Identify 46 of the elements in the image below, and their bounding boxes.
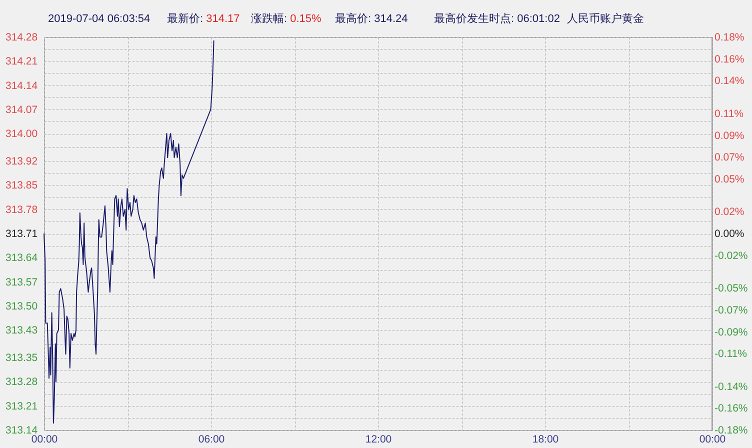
y2-tick-label: 0.00% xyxy=(714,228,744,240)
y2-tick-label: -0.14% xyxy=(714,380,748,393)
y2-tick-label: 0.05% xyxy=(714,173,744,186)
y2-tick-label: 0.09% xyxy=(714,130,744,142)
x-tick-label: 12:00 xyxy=(365,434,392,446)
y-tick-label: 313.50 xyxy=(6,300,38,312)
x-tick-label: 00:00 xyxy=(699,434,726,446)
y-tick-label: 313.21 xyxy=(6,400,38,412)
y-tick-label: 313.92 xyxy=(6,156,38,168)
x-tick-label: 18:00 xyxy=(532,434,559,446)
y2-tick-label: -0.11% xyxy=(714,348,747,360)
line-series xyxy=(44,40,214,424)
y2-tick-label: -0.07% xyxy=(714,304,748,316)
y2-tick-label: -0.05% xyxy=(714,282,748,295)
y-tick-label: 313.35 xyxy=(6,352,38,364)
y2-tick-label: 0.18% xyxy=(714,32,744,44)
y-tick-label: 313.57 xyxy=(6,276,38,288)
y2-tick-label: 0.16% xyxy=(714,53,744,66)
y-tick-label: 314.00 xyxy=(6,128,38,140)
text: 2019-07-04 06:03:54 xyxy=(48,13,150,25)
y-tick-label: 314.28 xyxy=(6,32,38,44)
y2-tick-label: -0.18% xyxy=(714,424,748,436)
y2-tick-label: 0.07% xyxy=(714,152,744,164)
x-tick-label: 00:00 xyxy=(31,434,58,446)
y-tick-label: 313.14 xyxy=(6,424,38,436)
y2-tick-label: -0.16% xyxy=(714,402,748,415)
y-tick-label: 314.07 xyxy=(6,104,38,116)
x-tick-label: 06:00 xyxy=(198,434,225,446)
chart-title: 人民币账户黄金 xyxy=(567,13,644,26)
y2-tick-label: 0.11% xyxy=(714,108,744,120)
y2-tick-label: -0.02% xyxy=(714,250,748,262)
text: 最高价: 314.24 xyxy=(335,13,408,25)
text: 最高价发生时点: 06:01:02 xyxy=(434,13,560,25)
y2-tick-label: 0.14% xyxy=(714,75,744,88)
y2-tick-label: -0.09% xyxy=(714,326,748,338)
y-tick-label: 313.43 xyxy=(6,324,38,337)
y-tick-label: 313.85 xyxy=(6,180,38,192)
text: 最新价: 314.17 xyxy=(167,13,240,25)
y-tick-label: 314.21 xyxy=(6,56,38,68)
y-tick-label: 314.14 xyxy=(6,80,38,92)
y-tick-label: 313.64 xyxy=(6,252,38,264)
y-tick-label: 313.78 xyxy=(6,204,38,216)
y2-tick-label: 0.02% xyxy=(714,206,744,218)
y-tick-label: 313.28 xyxy=(6,376,38,388)
y-tick-label: 313.71 xyxy=(6,228,38,240)
text: 涨跌幅: 0.15% xyxy=(251,13,322,25)
